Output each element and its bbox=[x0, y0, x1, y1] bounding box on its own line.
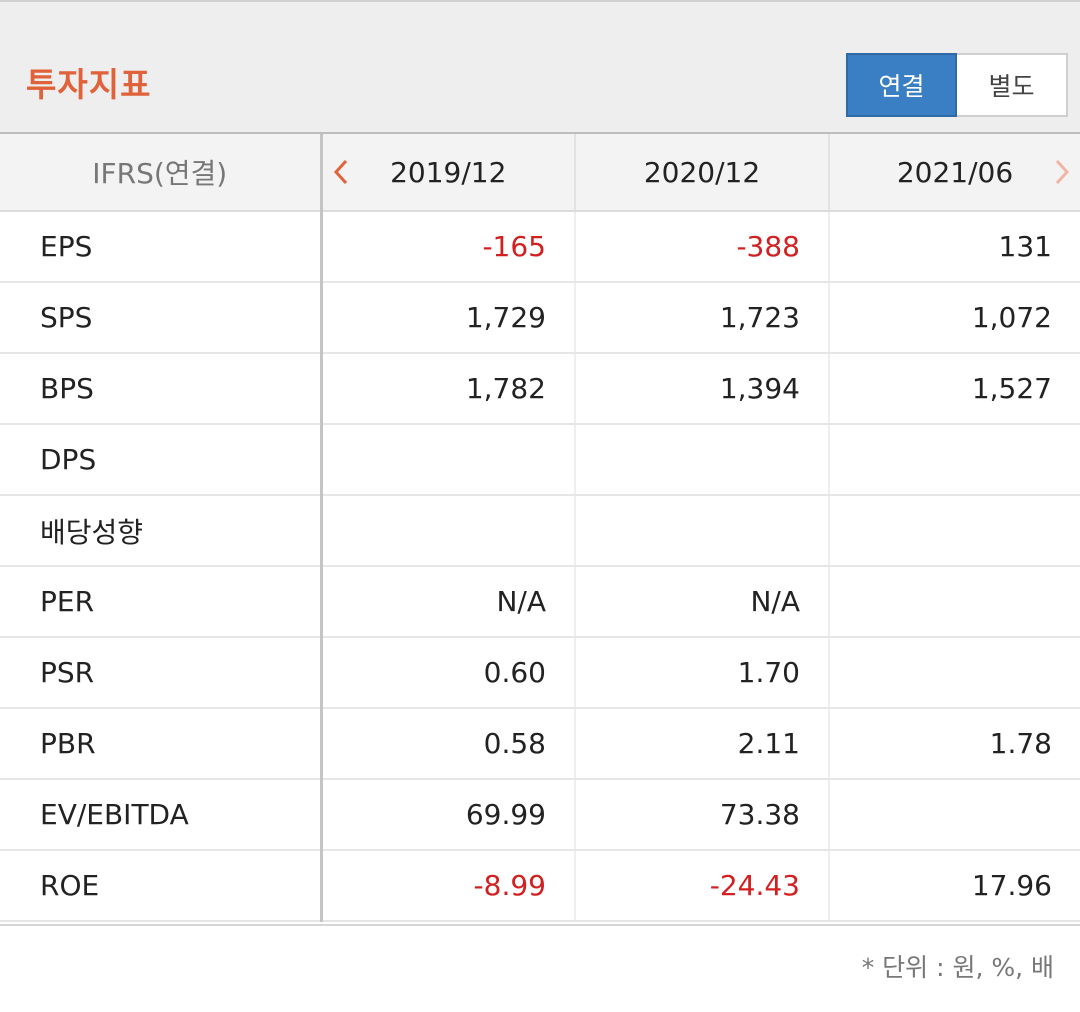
chevron-left-icon[interactable] bbox=[333, 159, 349, 185]
row-value: 0.58 bbox=[320, 708, 575, 780]
row-value: N/A bbox=[574, 566, 829, 638]
row-label: SPS bbox=[0, 282, 323, 354]
row-label: PBR bbox=[0, 708, 323, 780]
row-value: 1,394 bbox=[574, 353, 829, 425]
row-value: 73.38 bbox=[574, 779, 829, 851]
table-row: DPS bbox=[0, 424, 1080, 496]
row-value bbox=[320, 424, 575, 496]
period-label: 2020/12 bbox=[643, 155, 761, 189]
row-value: -388 bbox=[574, 211, 829, 283]
row-value: 1,072 bbox=[828, 282, 1080, 354]
row-value: 1,723 bbox=[574, 282, 829, 354]
period-label: 2019/12 bbox=[390, 155, 507, 189]
table-row: BPS 1,782 1,394 1,527 bbox=[0, 353, 1080, 425]
row-value: 1,782 bbox=[320, 353, 575, 425]
period-header-2020-12: 2020/12 bbox=[574, 134, 829, 212]
row-value bbox=[828, 424, 1080, 496]
row-value bbox=[828, 495, 1080, 567]
consolidated-button[interactable]: 연결 bbox=[846, 53, 957, 117]
row-value: -8.99 bbox=[320, 850, 575, 922]
row-label: BPS bbox=[0, 353, 323, 425]
table-header-row: IFRS(연결) 2019/12 2020/12 2021/06 bbox=[0, 134, 1080, 212]
row-value: 69.99 bbox=[320, 779, 575, 851]
period-label: 2021/06 bbox=[896, 155, 1014, 189]
separate-button[interactable]: 별도 bbox=[957, 53, 1068, 117]
unit-note: * 단위 : 원, %, 배 bbox=[861, 953, 1054, 982]
row-value: 1,729 bbox=[320, 282, 575, 354]
row-label: EPS bbox=[0, 211, 323, 283]
table-row: PER N/A N/A bbox=[0, 566, 1080, 638]
table-row: PBR 0.58 2.11 1.78 bbox=[0, 708, 1080, 780]
section-title: 투자지표 bbox=[26, 65, 152, 104]
row-value: 1.70 bbox=[574, 637, 829, 709]
row-value: 17.96 bbox=[828, 850, 1080, 922]
row-value: 2.11 bbox=[574, 708, 829, 780]
row-value: 131 bbox=[828, 211, 1080, 283]
row-label: 배당성향 bbox=[0, 495, 323, 567]
row-value: N/A bbox=[320, 566, 575, 638]
row-label: DPS bbox=[0, 424, 323, 496]
period-header-2021-06: 2021/06 bbox=[828, 134, 1080, 212]
investment-indicators-table: IFRS(연결) 2019/12 2020/12 2021/06 bbox=[0, 132, 1080, 922]
row-value: -165 bbox=[320, 211, 575, 283]
row-value bbox=[574, 424, 829, 496]
table-row: EPS -165 -388 131 bbox=[0, 211, 1080, 283]
row-label: ROE bbox=[0, 850, 323, 922]
row-label: EV/EBITDA bbox=[0, 779, 323, 851]
table-row: SPS 1,729 1,723 1,072 bbox=[0, 282, 1080, 354]
statement-type-toggle: 연결 별도 bbox=[846, 53, 1068, 117]
row-value bbox=[828, 566, 1080, 638]
row-label: PER bbox=[0, 566, 323, 638]
row-label: PSR bbox=[0, 637, 323, 709]
row-value bbox=[828, 779, 1080, 851]
row-value: 1,527 bbox=[828, 353, 1080, 425]
table-row: EV/EBITDA 69.99 73.38 bbox=[0, 779, 1080, 851]
row-value: 0.60 bbox=[320, 637, 575, 709]
header-bar: 투자지표 연결 별도 bbox=[0, 0, 1080, 132]
table-row: ROE -8.99 -24.43 17.96 bbox=[0, 850, 1080, 922]
chevron-right-icon[interactable] bbox=[1054, 159, 1070, 185]
table-bottom-divider bbox=[0, 924, 1080, 926]
row-value bbox=[828, 637, 1080, 709]
row-value bbox=[574, 495, 829, 567]
row-value: 1.78 bbox=[828, 708, 1080, 780]
period-header-2019-12: 2019/12 bbox=[320, 134, 575, 212]
row-value bbox=[320, 495, 575, 567]
table-row: 배당성향 bbox=[0, 495, 1080, 567]
ifrs-label-header: IFRS(연결) bbox=[0, 134, 323, 212]
row-value: -24.43 bbox=[574, 850, 829, 922]
table-row: PSR 0.60 1.70 bbox=[0, 637, 1080, 709]
